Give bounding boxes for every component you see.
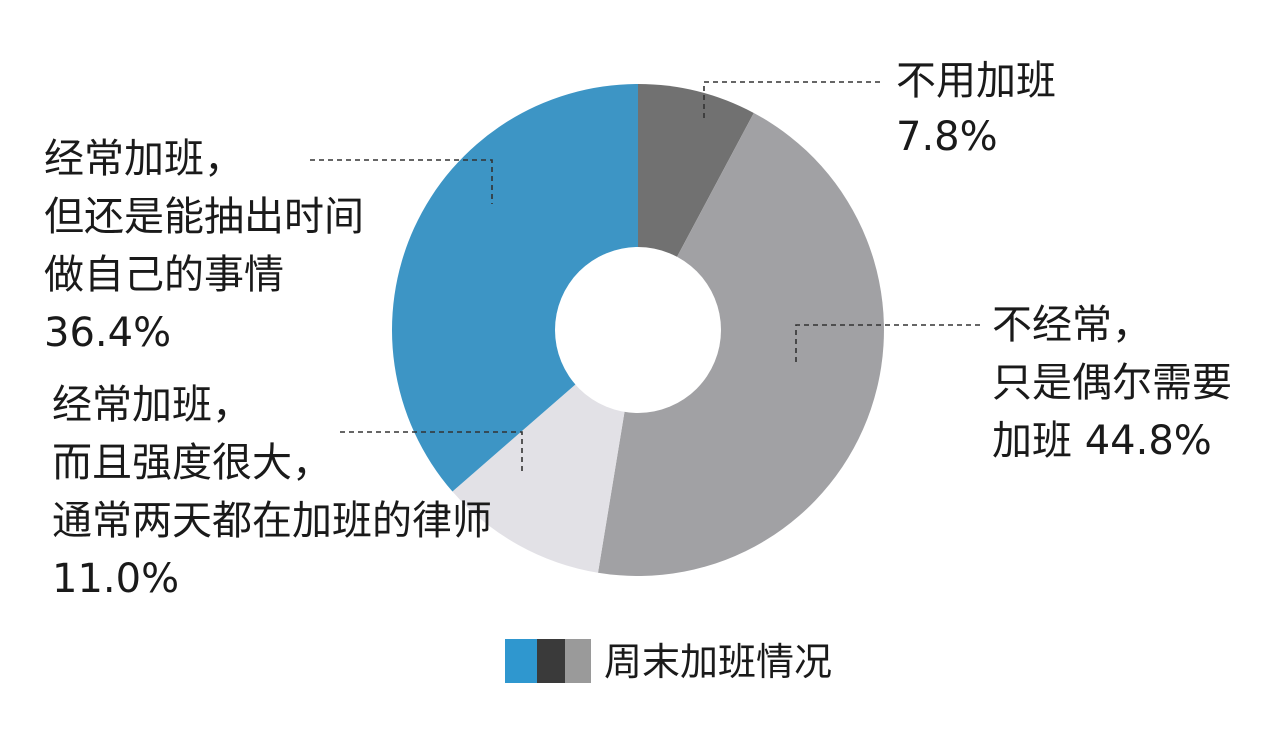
donut-hole [555, 247, 721, 413]
leader-lines [310, 81, 980, 472]
leader-line-heavy [340, 431, 523, 472]
legend-swatch-dark [537, 639, 565, 683]
slice-occasional [597, 112, 884, 576]
slice-label-heavy-line-1: 经常加班， [52, 382, 252, 428]
leader-line-occasional [795, 324, 980, 365]
slice-label-heavy-value: 11.0% [52, 556, 179, 602]
slice-label-occasional-value: 加班 44.8% [992, 418, 1212, 464]
slice-label-heavy-line-3: 通常两天都在加班的律师 [52, 498, 492, 544]
legend-label: 周末加班情况 [604, 640, 832, 684]
legend-swatch-grey [565, 639, 591, 683]
slice-label-occasional-line-1: 不经常， [992, 302, 1152, 348]
slice-frequent [391, 83, 638, 492]
slice-label-no-overtime-value: 7.8% [896, 114, 998, 160]
legend-swatch-blue [505, 639, 537, 683]
slice-label-occasional-line-2: 只是偶尔需要 [992, 360, 1232, 406]
slice-label-frequent-line-2: 但还是能抽出时间 [44, 194, 364, 240]
slice-label-no-overtime-line-1: 不用加班 [896, 58, 1056, 104]
slice-label-frequent-value: 36.4% [44, 310, 171, 356]
leader-line-no-overtime [703, 81, 880, 122]
slice-label-heavy-line-2: 而且强度很大， [52, 440, 332, 486]
slice-label-frequent-line-3: 做自己的事情 [44, 252, 284, 298]
legend: 周末加班情况 [505, 639, 832, 684]
leader-line-frequent [310, 159, 493, 204]
slice-label-frequent-line-1: 经常加班， [44, 136, 244, 182]
